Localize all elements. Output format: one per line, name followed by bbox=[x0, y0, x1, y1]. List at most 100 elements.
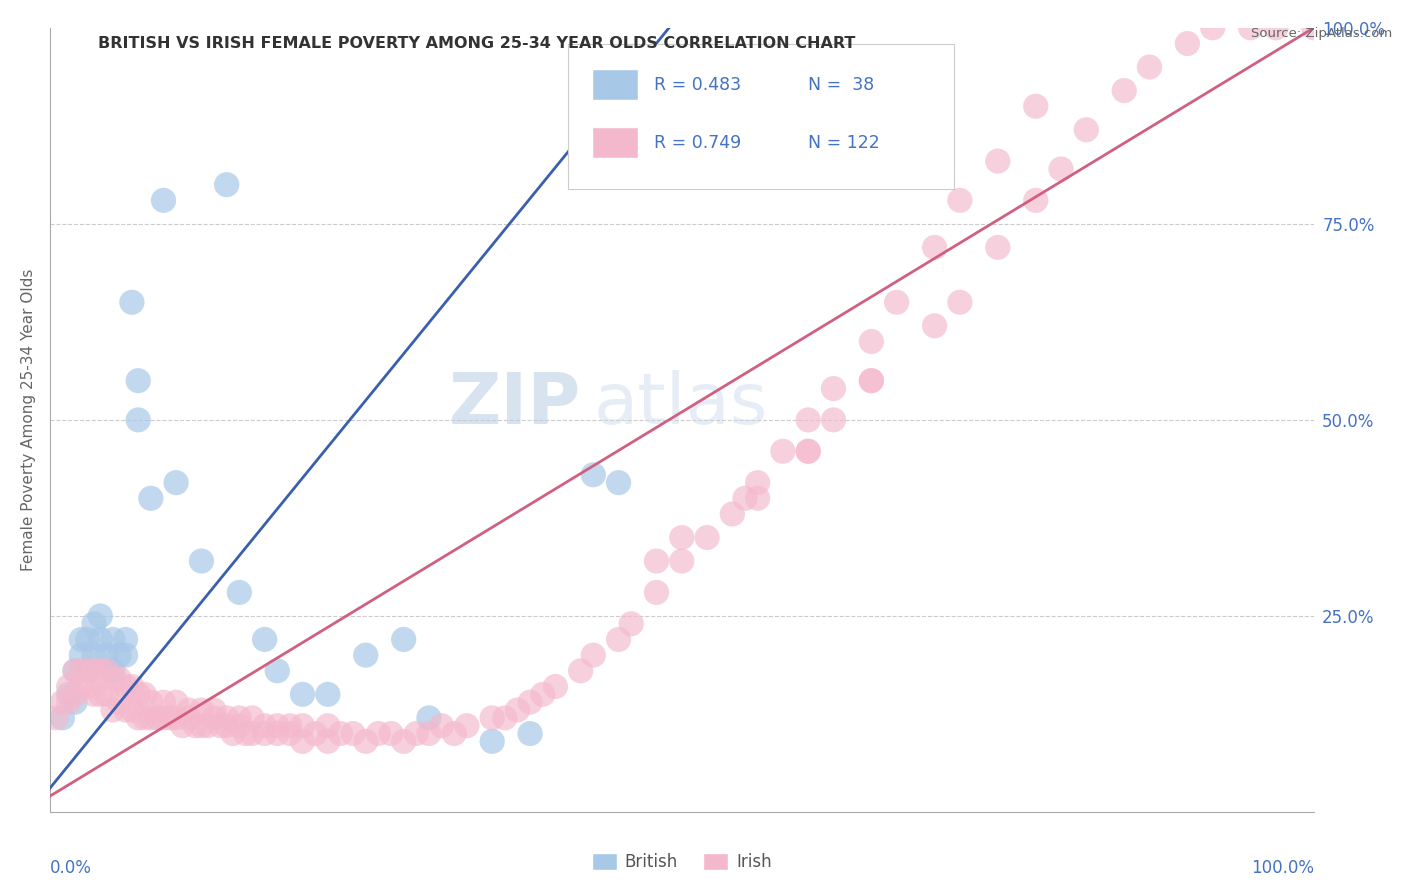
Ellipse shape bbox=[669, 549, 695, 574]
Ellipse shape bbox=[1024, 188, 1049, 213]
Ellipse shape bbox=[416, 721, 441, 746]
Ellipse shape bbox=[150, 188, 176, 213]
FancyBboxPatch shape bbox=[593, 70, 637, 100]
Text: atlas: atlas bbox=[593, 369, 768, 439]
Ellipse shape bbox=[94, 681, 120, 706]
Ellipse shape bbox=[100, 666, 125, 691]
Ellipse shape bbox=[239, 706, 264, 731]
Ellipse shape bbox=[163, 706, 188, 731]
Ellipse shape bbox=[619, 611, 644, 636]
Ellipse shape bbox=[264, 658, 290, 683]
Ellipse shape bbox=[404, 721, 429, 746]
Ellipse shape bbox=[107, 666, 132, 691]
Ellipse shape bbox=[543, 674, 568, 699]
Ellipse shape bbox=[391, 627, 416, 652]
Ellipse shape bbox=[125, 706, 150, 731]
Ellipse shape bbox=[107, 642, 132, 668]
Ellipse shape bbox=[163, 470, 188, 495]
Ellipse shape bbox=[517, 690, 543, 714]
Text: 0.0%: 0.0% bbox=[49, 859, 91, 877]
Ellipse shape bbox=[581, 462, 606, 487]
Text: R = 0.483: R = 0.483 bbox=[654, 76, 741, 94]
Ellipse shape bbox=[859, 368, 884, 393]
Ellipse shape bbox=[441, 721, 467, 746]
FancyBboxPatch shape bbox=[593, 128, 637, 158]
Ellipse shape bbox=[328, 721, 353, 746]
Ellipse shape bbox=[315, 681, 340, 706]
Ellipse shape bbox=[429, 714, 454, 739]
Ellipse shape bbox=[922, 235, 948, 260]
Ellipse shape bbox=[176, 698, 201, 723]
Ellipse shape bbox=[492, 706, 517, 731]
Ellipse shape bbox=[479, 729, 505, 754]
Ellipse shape bbox=[112, 627, 138, 652]
Ellipse shape bbox=[1024, 94, 1049, 119]
Ellipse shape bbox=[201, 706, 226, 731]
Ellipse shape bbox=[479, 706, 505, 731]
Ellipse shape bbox=[87, 627, 112, 652]
Ellipse shape bbox=[859, 329, 884, 354]
Ellipse shape bbox=[290, 681, 315, 706]
Ellipse shape bbox=[669, 525, 695, 550]
Y-axis label: Female Poverty Among 25-34 Year Olds: Female Poverty Among 25-34 Year Olds bbox=[21, 268, 35, 571]
Ellipse shape bbox=[94, 658, 120, 683]
Ellipse shape bbox=[1175, 31, 1201, 56]
Ellipse shape bbox=[150, 706, 176, 731]
Ellipse shape bbox=[82, 681, 107, 706]
Ellipse shape bbox=[62, 658, 87, 683]
Ellipse shape bbox=[277, 714, 302, 739]
Ellipse shape bbox=[1074, 117, 1099, 143]
Ellipse shape bbox=[606, 470, 631, 495]
Ellipse shape bbox=[796, 408, 821, 433]
Ellipse shape bbox=[69, 627, 94, 652]
Ellipse shape bbox=[264, 714, 290, 739]
Ellipse shape bbox=[277, 721, 302, 746]
Ellipse shape bbox=[82, 642, 107, 668]
Ellipse shape bbox=[290, 729, 315, 754]
Ellipse shape bbox=[859, 368, 884, 393]
Ellipse shape bbox=[107, 690, 132, 714]
Ellipse shape bbox=[75, 658, 100, 683]
Ellipse shape bbox=[56, 674, 82, 699]
Ellipse shape bbox=[796, 439, 821, 464]
Ellipse shape bbox=[163, 690, 188, 714]
Ellipse shape bbox=[1112, 78, 1137, 103]
Ellipse shape bbox=[226, 714, 252, 739]
Ellipse shape bbox=[1301, 15, 1326, 40]
Ellipse shape bbox=[100, 698, 125, 723]
Ellipse shape bbox=[821, 376, 846, 401]
Ellipse shape bbox=[340, 721, 366, 746]
Ellipse shape bbox=[644, 580, 669, 605]
Ellipse shape bbox=[208, 714, 233, 739]
Ellipse shape bbox=[568, 658, 593, 683]
Ellipse shape bbox=[100, 658, 125, 683]
Ellipse shape bbox=[75, 658, 100, 683]
Legend: British, Irish: British, Irish bbox=[585, 847, 779, 878]
Ellipse shape bbox=[120, 674, 145, 699]
Text: N =  38: N = 38 bbox=[808, 76, 875, 94]
Ellipse shape bbox=[720, 501, 745, 526]
Ellipse shape bbox=[986, 149, 1011, 174]
Ellipse shape bbox=[170, 714, 195, 739]
Ellipse shape bbox=[264, 721, 290, 746]
FancyBboxPatch shape bbox=[568, 44, 953, 188]
Ellipse shape bbox=[188, 714, 214, 739]
Ellipse shape bbox=[884, 290, 910, 315]
Ellipse shape bbox=[145, 706, 170, 731]
Ellipse shape bbox=[125, 681, 150, 706]
Ellipse shape bbox=[302, 721, 328, 746]
Ellipse shape bbox=[49, 690, 75, 714]
Ellipse shape bbox=[581, 642, 606, 668]
Ellipse shape bbox=[695, 525, 720, 550]
Ellipse shape bbox=[56, 690, 82, 714]
Ellipse shape bbox=[157, 706, 183, 731]
Ellipse shape bbox=[505, 698, 530, 723]
Ellipse shape bbox=[745, 470, 770, 495]
Ellipse shape bbox=[796, 439, 821, 464]
Ellipse shape bbox=[120, 290, 145, 315]
Ellipse shape bbox=[290, 714, 315, 739]
Ellipse shape bbox=[176, 706, 201, 731]
Ellipse shape bbox=[1137, 54, 1163, 79]
Ellipse shape bbox=[188, 698, 214, 723]
Ellipse shape bbox=[948, 290, 973, 315]
